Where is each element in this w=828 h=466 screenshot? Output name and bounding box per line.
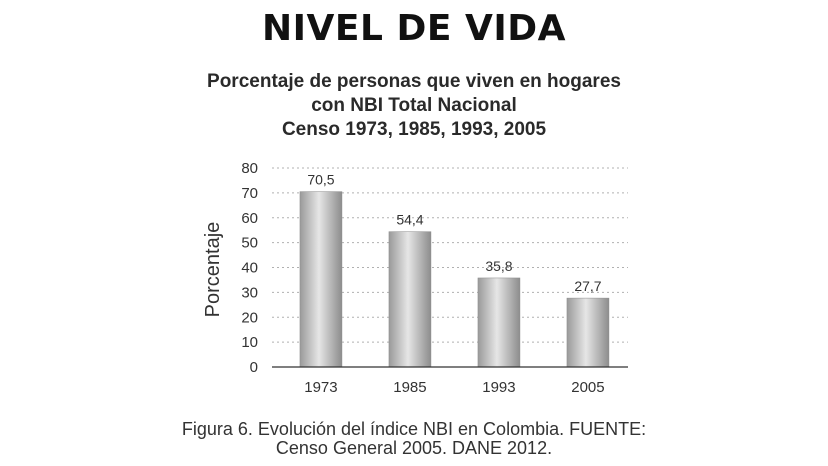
chart-title: Porcentaje de personas que viven en hoga… — [150, 70, 678, 142]
figure-caption: Figura 6. Evolución del índice NBI en Co… — [100, 420, 728, 458]
bar-value-label: 54,4 — [396, 212, 423, 228]
bar-value-label: 35,8 — [485, 258, 512, 274]
bar — [566, 297, 610, 368]
caption-line-2: Censo General 2005. DANE 2012. — [275, 438, 553, 458]
bar — [388, 231, 432, 368]
y-tick-label: 10 — [241, 334, 258, 351]
y-tick-label: 20 — [241, 309, 258, 326]
chart-title-line-1: Porcentaje de personas que viven en hoga… — [207, 71, 621, 92]
y-axis-ticks: 0 10 20 30 40 50 60 70 80 — [241, 160, 258, 376]
y-tick-label: 50 — [241, 235, 258, 252]
y-tick-label: 60 — [241, 210, 258, 227]
y-tick-label: 30 — [241, 284, 258, 301]
x-axis-ticks: 1973 1985 1993 2005 — [304, 379, 604, 396]
y-axis-label: Porcentaje — [202, 222, 224, 318]
y-tick-label: 40 — [241, 260, 258, 277]
bar-value-label: 27,7 — [574, 278, 601, 294]
x-tick-label: 1993 — [482, 379, 515, 396]
bar — [477, 277, 521, 368]
chart-title-line-2: con NBI Total Nacional — [311, 95, 517, 116]
bar-value-label: 70,5 — [307, 172, 334, 188]
bar — [299, 191, 343, 368]
chart-title-line-3: Censo 1973, 1985, 1993, 2005 — [281, 119, 547, 140]
x-tick-label: 2005 — [571, 379, 604, 396]
y-tick-label: 80 — [241, 160, 258, 177]
bars: 70,5 54,4 35,8 27,7 — [299, 172, 610, 368]
x-tick-label: 1985 — [393, 379, 426, 396]
page-title: NIVEL DE VIDA — [262, 8, 566, 49]
x-tick-label: 1973 — [304, 379, 337, 396]
y-tick-label: 0 — [250, 359, 258, 376]
caption-line-1: Figura 6. Evolución del índice NBI en Co… — [181, 419, 647, 439]
y-tick-label: 70 — [241, 185, 258, 202]
